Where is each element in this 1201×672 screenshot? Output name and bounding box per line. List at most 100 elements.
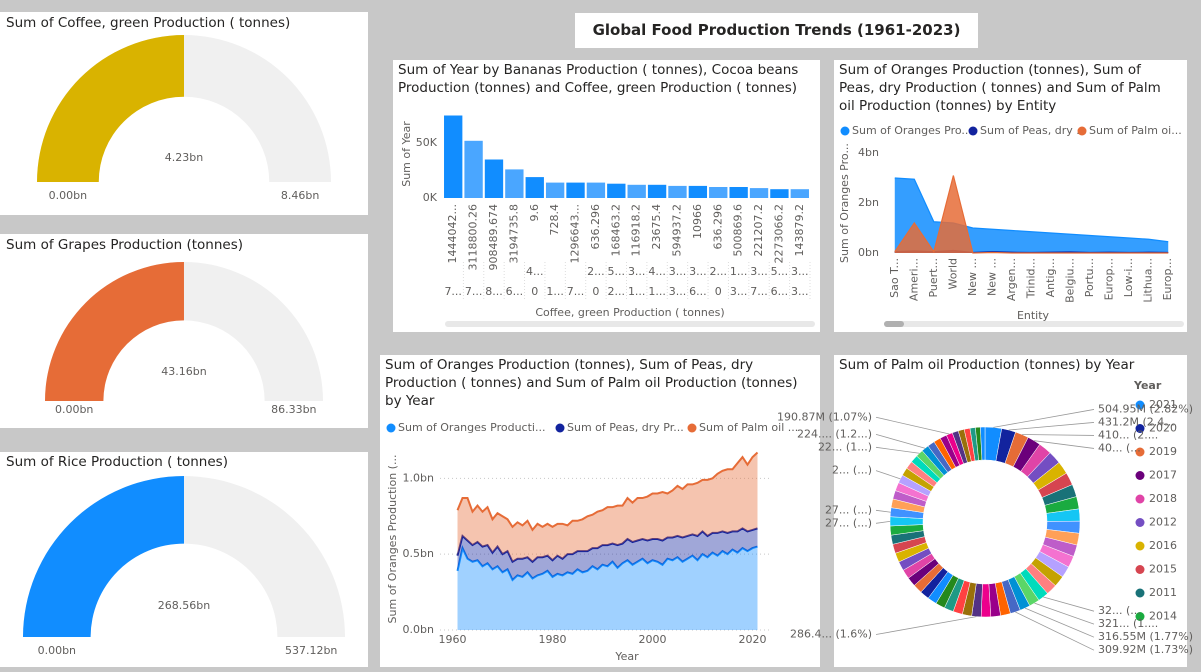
legend-label: Sum of Palm oil ...	[699, 421, 798, 434]
y-axis-label: Sum of Year	[400, 121, 413, 187]
x-tick-label-2: 4...	[648, 265, 666, 278]
scrollbar[interactable]	[445, 321, 815, 327]
data-label: 321... (1....	[1098, 617, 1158, 630]
data-label: 27... (...)	[825, 516, 872, 529]
legend-marker	[840, 126, 850, 136]
x-axis-label: Coffee, green Production ( tonnes)	[535, 306, 724, 319]
y-tick-label: 0.0bn	[403, 623, 434, 636]
x-tick-label-3: 6...	[771, 285, 789, 298]
x-tick-label: 3118800.26	[467, 204, 480, 270]
legend-label: 2014	[1149, 610, 1177, 623]
x-tick-label-3: 3...	[730, 285, 748, 298]
legend-label: 2011	[1149, 586, 1177, 599]
legend-marker	[1135, 471, 1145, 480]
bar	[566, 182, 585, 198]
panel	[575, 13, 978, 48]
legend-marker	[1135, 447, 1145, 457]
x-tick-label-3: 3...	[669, 285, 687, 298]
x-tick-label: Portu...	[1083, 258, 1096, 297]
data-label: 32... (...	[1098, 604, 1141, 617]
gauge-value-label: 4.23bn	[165, 151, 203, 164]
data-label: 431.2M (2.4...	[1098, 415, 1175, 428]
bar	[729, 187, 748, 198]
x-tick-label-3: 0	[531, 285, 538, 298]
series-line	[456, 527, 758, 564]
data-label: 22... (1...)	[818, 440, 872, 453]
data-label: 504.95M (2.82%)	[1098, 402, 1193, 415]
legend-marker	[1135, 541, 1145, 551]
gauge-min-label: 0.00bn	[49, 189, 87, 202]
x-tick-label: New ...	[985, 258, 998, 296]
legend-title: Year	[1133, 379, 1162, 392]
x-tick-label-3: 1...	[628, 285, 646, 298]
leader-line	[1043, 596, 1095, 612]
x-tick-label-3: 0	[715, 285, 722, 298]
legend-label: Sum of Peas, dry Pr...	[567, 421, 684, 434]
x-tick-label: 500869.6	[732, 204, 745, 257]
scrollbar[interactable]	[884, 321, 1184, 327]
legend-marker	[687, 423, 697, 433]
bar	[525, 177, 544, 198]
bar	[709, 187, 728, 198]
legend-label: 2019	[1149, 445, 1177, 458]
legend-marker	[555, 423, 565, 433]
chart-title: Sum of Oranges Production (tonnes), Sum …	[385, 357, 798, 409]
dashboard-title: Global Food Production Trends (1961-2023…	[592, 21, 961, 39]
data-label: 40... (...	[1098, 441, 1141, 454]
x-tick-label: 3194735.8	[507, 204, 520, 264]
x-tick-label: Lithua...	[1142, 258, 1155, 303]
scroll-thumb[interactable]	[884, 321, 904, 327]
legend-label: 2015	[1149, 563, 1177, 576]
x-tick-label: 1444042...	[446, 204, 459, 263]
gauge-max-label: 537.12bn	[285, 644, 337, 657]
legend-label: 2012	[1149, 516, 1177, 529]
y-tick-label: 4bn	[858, 146, 879, 159]
y-tick-label: 0K	[423, 191, 438, 204]
x-tick-label-3: 8...	[485, 285, 503, 298]
x-tick-label: 23675.4	[650, 204, 663, 250]
series-line	[894, 175, 1169, 254]
data-label: 190.87M (1.07%)	[777, 410, 872, 423]
x-tick-label-3: 2...	[608, 285, 626, 298]
x-tick-label: 1960	[439, 633, 467, 646]
x-tick-label: Belgiu...	[1064, 258, 1077, 303]
bar	[627, 184, 646, 198]
x-axis-label: Year	[614, 650, 639, 663]
x-tick-label-2: 2...	[710, 265, 728, 278]
x-tick-label: 636.296	[589, 204, 602, 250]
gauge-title: Sum of Rice Production ( tonnes)	[6, 454, 228, 470]
legend-marker	[1135, 424, 1145, 433]
series-line	[456, 545, 758, 582]
chart-title: Sum of Oranges Production (tonnes), Sum …	[839, 62, 1161, 114]
gauge-min-label: 0.00bn	[55, 403, 93, 416]
bar	[607, 183, 626, 198]
x-tick-label: Trinid...	[1025, 258, 1038, 299]
x-tick-label-2: 3...	[791, 265, 809, 278]
x-tick-label-3: 7...	[465, 285, 483, 298]
legend-label: 2020	[1149, 422, 1177, 435]
y-axis-label: Sum of Oranges Production (...	[386, 455, 399, 624]
gauge-max-label: 86.33bn	[271, 403, 316, 416]
x-tick-label: 2000	[639, 633, 667, 646]
x-tick-label: Puert...	[927, 258, 940, 298]
x-tick-label: 143879.2	[793, 204, 806, 257]
y-tick-label: 2bn	[858, 196, 879, 209]
bar	[464, 140, 483, 198]
x-tick-label: 9.6	[528, 204, 541, 222]
legend-marker	[386, 423, 396, 433]
legend-marker	[1135, 565, 1145, 574]
gauge-value-label: 43.16bn	[161, 365, 206, 378]
x-tick-label-3: 6...	[506, 285, 524, 298]
x-tick-label-2: 1...	[730, 265, 748, 278]
x-tick-label-2: 2...	[587, 265, 605, 278]
legend-marker	[1135, 494, 1145, 504]
legend-label: 2017	[1149, 469, 1177, 482]
chart-title: Sum of Year by Bananas Production ( tonn…	[398, 62, 799, 96]
bar	[668, 185, 687, 198]
legend-label: 2018	[1149, 492, 1177, 505]
y-tick-label: 1.0bn	[403, 471, 434, 484]
leader-line	[875, 616, 977, 635]
x-tick-label-2: 4...	[526, 265, 544, 278]
leader-line	[1022, 434, 1095, 436]
